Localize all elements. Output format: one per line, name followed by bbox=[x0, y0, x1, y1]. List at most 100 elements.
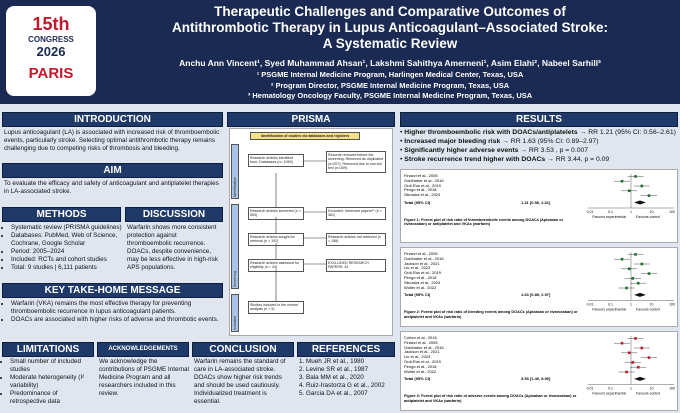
axis-label: 10 bbox=[650, 386, 654, 390]
estimate bbox=[640, 346, 644, 350]
forest-graphic: 0.01 0.1 1 10 100 Favours experimental Favours… bbox=[587, 336, 675, 395]
figure-caption: Figure 1: Forest plot of risk ratio of t… bbox=[404, 218, 564, 227]
section-heading: CONCLUSION bbox=[192, 342, 294, 357]
conclusion-text: Warfarin remains the standard of care in… bbox=[194, 358, 286, 405]
logo-year: 2026 bbox=[36, 44, 66, 59]
axis-label: 0.01 bbox=[587, 210, 594, 214]
section-heading: INTRODUCTION bbox=[2, 112, 223, 127]
axis-label: 1 bbox=[630, 210, 632, 214]
favours-label: Favours experimental bbox=[592, 391, 626, 395]
finding-lead: Higher thromboembolic risk with DOACs/an… bbox=[404, 129, 578, 136]
prisma-box: Records removed before the screening: Re… bbox=[326, 151, 386, 173]
axis-label: 10 bbox=[650, 302, 654, 306]
findings: • Higher thromboembolic risk with DOACs/… bbox=[400, 128, 678, 164]
prisma-box: Studies included in the review: analysis… bbox=[248, 301, 304, 314]
study-name: Jackson et al., 2021 bbox=[404, 349, 440, 355]
bullet: • bbox=[400, 129, 405, 136]
axis-label: 10 bbox=[650, 210, 654, 214]
summary: 1.63 [0.89, 2.97] bbox=[521, 292, 551, 298]
axis-label: 0.01 bbox=[587, 386, 594, 390]
study-name: Pengo et al., 2018 bbox=[404, 275, 437, 280]
study-name: Ordi-Ros et al., 2019 bbox=[404, 359, 441, 364]
logo-city: PARIS bbox=[28, 65, 74, 82]
axis-label: 100 bbox=[669, 210, 675, 214]
list-item: DOACs are associated with higher risks o… bbox=[11, 316, 224, 324]
study-name: Liu et al., 2023 bbox=[404, 354, 431, 360]
list: Warfarin (VKA) remains the most effectiv… bbox=[2, 300, 224, 324]
title-line: Therapeutic Challenges and Comparative O… bbox=[214, 4, 566, 19]
prisma-box: Excluded: Irrelevant papers** (n = 361) bbox=[326, 207, 386, 220]
finding-detail: → RR 3.53 , p = 0.007 bbox=[520, 147, 589, 154]
study-name: Pengo et al., 2018 bbox=[404, 187, 437, 193]
finding-detail: → RR 1.63 (95% CI: 0.89–2.97) bbox=[502, 138, 599, 145]
logo-event: CONGRESS bbox=[28, 35, 74, 44]
study-name: Goldhaber et al., 2016 bbox=[404, 255, 444, 261]
favours-label: Favours control bbox=[636, 215, 660, 219]
study-name: Liu et al., 2023 bbox=[404, 265, 431, 271]
prisma-box: EXCLUDED RESEARCH PAPERS: 34 bbox=[326, 259, 386, 272]
estimate bbox=[640, 184, 644, 188]
estimate bbox=[647, 356, 651, 359]
finding-lead: Stroke recurrence trend higher with DOAC… bbox=[404, 156, 546, 163]
study-name: Ordi-Ros et al., 2019 bbox=[404, 182, 441, 188]
list-item: 5. Garcia DA et al., 2007 bbox=[299, 390, 368, 397]
list-item: Warfarin (VKA) remains the most effectiv… bbox=[11, 300, 224, 316]
list-item: Period: 2005–2024 bbox=[11, 248, 123, 256]
takehome-list: Warfarin (VKA) remains the most effectiv… bbox=[2, 300, 224, 324]
finding: • Higher thromboembolic risk with DOACs/… bbox=[400, 128, 678, 137]
favours-label: Favours experimental bbox=[592, 307, 626, 311]
forest-graphic: 0.01 0.1 1 10 100 Favours experimental Favours… bbox=[587, 252, 675, 311]
finding-detail: → RR 3.44, p = 0.09 bbox=[547, 156, 610, 163]
study-name: Finazzi et al., 2005 bbox=[404, 251, 438, 256]
study-name: Woller et al., 2022 bbox=[404, 368, 437, 374]
list-item: Systematic review (PRISMA guidelines) bbox=[11, 224, 123, 232]
affiliation: ² Program Director, PSGME Internal Medic… bbox=[270, 80, 510, 90]
axis-label: 0.1 bbox=[608, 302, 613, 306]
estimate bbox=[631, 277, 635, 280]
list-item: Included: RCTs and cohort studies bbox=[11, 256, 123, 264]
aim-text: To evaluate the efficacy and safety of a… bbox=[4, 180, 219, 195]
list-item: Moderate heterogeneity (I² variability) bbox=[10, 374, 95, 390]
estimate bbox=[627, 351, 631, 355]
list-item: Databases: PubMed, Web of Science, Cochr… bbox=[11, 232, 123, 248]
study-name: Sikorska et al., 2024 bbox=[404, 192, 441, 198]
summary: 3.53 [1.40, 8.90] bbox=[521, 376, 551, 382]
section-heading: METHODS bbox=[2, 207, 121, 222]
study-name: Pengo et al., 2018 bbox=[404, 363, 437, 369]
section-heading: DISCUSSION bbox=[125, 207, 223, 222]
limitations-list: Small number of included studiesModerate… bbox=[1, 358, 95, 406]
estimate bbox=[640, 262, 644, 266]
finding: • Stroke recurrence trend higher with DO… bbox=[400, 155, 678, 164]
study-name: Goldhaber et al., 2016 bbox=[404, 177, 444, 183]
figure-caption: Figure 3: Forest plot of risk ratio of a… bbox=[404, 394, 577, 403]
estimate bbox=[625, 286, 628, 290]
estimate bbox=[620, 341, 624, 345]
diamond bbox=[634, 292, 646, 297]
figure-caption: Figure 2: Forest plot of risk ratio of b… bbox=[404, 310, 578, 319]
title-line: A Systematic Review bbox=[322, 36, 458, 51]
prisma-diagram: Identification of studies via databases … bbox=[229, 128, 393, 336]
estimate bbox=[620, 179, 624, 183]
section-heading: ACKNOWLEDGEMENTS bbox=[97, 342, 189, 357]
section-heading: PRISMA bbox=[227, 112, 395, 127]
study-name: Cohen et al., 2016 bbox=[404, 335, 437, 340]
axis-label: 1 bbox=[630, 386, 632, 390]
prisma-top: Identification of studies via databases … bbox=[250, 132, 360, 141]
header: 15th CONGRESS 2026 PARIS Therapeutic Cha… bbox=[0, 0, 680, 104]
estimate bbox=[634, 253, 637, 256]
axis-label: 0.1 bbox=[608, 386, 613, 390]
forest-plot: Cohen et al., 2016 Finazzi et al., 2005 Go… bbox=[400, 331, 678, 411]
favours-label: Favours control bbox=[636, 391, 660, 395]
favours-label: Favours experimental bbox=[592, 215, 626, 219]
diamond bbox=[634, 200, 646, 205]
list-item: Total: 9 studies | 6,111 patients bbox=[11, 264, 123, 272]
finding-lead: Significantly higher adverse events bbox=[404, 147, 519, 154]
finding: • Significantly higher adverse events → … bbox=[400, 146, 678, 155]
study-name: Finazzi et al., 2005 bbox=[404, 339, 438, 345]
estimate bbox=[647, 272, 651, 275]
estimate bbox=[634, 175, 637, 178]
total-label: Total (95% CI) bbox=[404, 292, 431, 298]
study-name: Goldhaber et al., 2016 bbox=[404, 344, 444, 350]
finding-lead: Increased major bleeding risk bbox=[404, 138, 501, 145]
estimate bbox=[620, 257, 624, 261]
